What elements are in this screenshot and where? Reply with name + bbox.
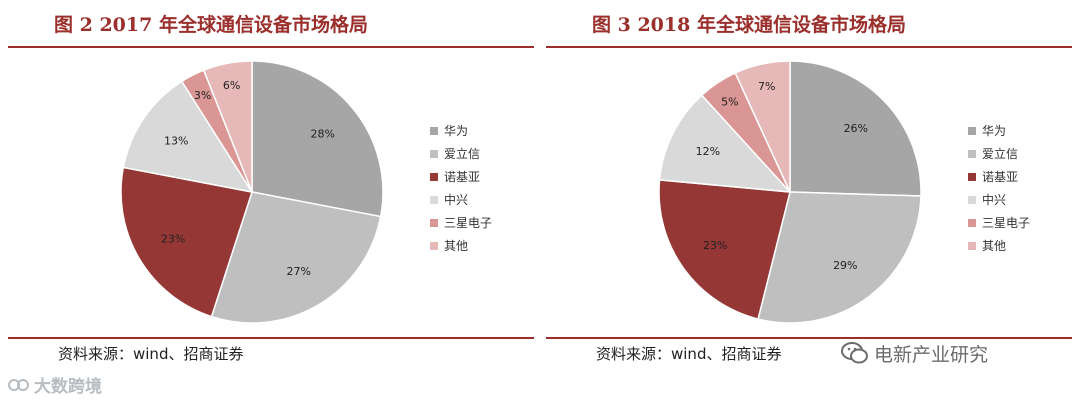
data-label: 7% bbox=[758, 80, 775, 93]
chart-title: 图 2 2017 年全球通信设备市场格局 bbox=[54, 14, 368, 36]
watermark-text: 大数跨境 bbox=[34, 377, 102, 397]
source-note: 资料来源：wind、招商证券 bbox=[596, 345, 782, 363]
legend-label: 三星电子 bbox=[982, 216, 1030, 230]
legend-label: 爱立信 bbox=[982, 146, 1018, 161]
pie-slice bbox=[210, 191, 382, 324]
wechat-icon bbox=[840, 341, 870, 370]
link-icon bbox=[8, 377, 30, 398]
legend-label: 其他 bbox=[982, 239, 1006, 253]
data-label: 13% bbox=[164, 135, 188, 148]
legend-swatch bbox=[968, 127, 976, 135]
legend-label: 诺基亚 bbox=[982, 170, 1018, 184]
legend-swatch bbox=[430, 242, 438, 250]
legend-label: 中兴 bbox=[982, 192, 1006, 207]
pie-slice bbox=[789, 60, 922, 197]
data-label: 6% bbox=[223, 79, 240, 92]
legend-swatch bbox=[430, 150, 438, 158]
legend-label: 华为 bbox=[982, 124, 1006, 138]
title-divider bbox=[8, 46, 534, 48]
legend-swatch bbox=[968, 242, 976, 250]
data-label: 27% bbox=[286, 265, 310, 278]
data-label: 26% bbox=[844, 122, 868, 135]
watermark-text: 电新产业研究 bbox=[874, 344, 989, 366]
legend-swatch bbox=[968, 219, 976, 227]
legend-swatch bbox=[968, 150, 976, 158]
chart-panel-2018: 图 3 2018 年全球通信设备市场格局 26% 29% 23% 12% 5% 7% 华为爱… bbox=[546, 0, 1076, 404]
legend-swatch bbox=[430, 196, 438, 204]
pie-slice bbox=[122, 80, 254, 194]
legend-swatch bbox=[968, 173, 976, 181]
legend-label: 爱立信 bbox=[444, 146, 480, 161]
legend-swatch bbox=[968, 196, 976, 204]
data-label: 23% bbox=[161, 233, 185, 246]
data-label: 28% bbox=[310, 128, 334, 141]
wechat-account-badge: 电新产业研究 bbox=[840, 340, 988, 370]
pie-slice bbox=[658, 179, 791, 320]
pie-slice bbox=[658, 94, 792, 193]
chart-panel-2017: 图 2 2017 年全球通信设备市场格局 28% 27% 23% 13% 3% 6% 华为爱… bbox=[8, 0, 538, 404]
data-label: 3% bbox=[194, 89, 211, 102]
legend-swatch bbox=[430, 127, 438, 135]
pie-slice bbox=[251, 60, 384, 218]
data-label: 5% bbox=[721, 95, 738, 108]
legend-swatch bbox=[430, 173, 438, 181]
legend-label: 华为 bbox=[444, 124, 468, 138]
data-label: 12% bbox=[696, 145, 720, 158]
source-divider bbox=[546, 337, 1072, 339]
watermark-logo: 大数跨境 bbox=[8, 372, 102, 398]
source-divider bbox=[8, 337, 534, 339]
data-label: 29% bbox=[833, 259, 857, 272]
title-divider bbox=[546, 46, 1072, 48]
data-label: 23% bbox=[703, 239, 727, 252]
source-note: 资料来源：wind、招商证券 bbox=[58, 345, 244, 363]
legend-label: 诺基亚 bbox=[444, 170, 480, 184]
pie-slice bbox=[120, 166, 253, 318]
pie-slice bbox=[734, 60, 791, 193]
pie-slice bbox=[757, 191, 922, 324]
pie-slice bbox=[202, 60, 253, 193]
legend-label: 中兴 bbox=[444, 192, 468, 207]
legend-label: 其他 bbox=[444, 239, 468, 253]
legend-swatch bbox=[430, 219, 438, 227]
legend-label: 三星电子 bbox=[444, 216, 492, 230]
chart-title: 图 3 2018 年全球通信设备市场格局 bbox=[592, 14, 906, 36]
